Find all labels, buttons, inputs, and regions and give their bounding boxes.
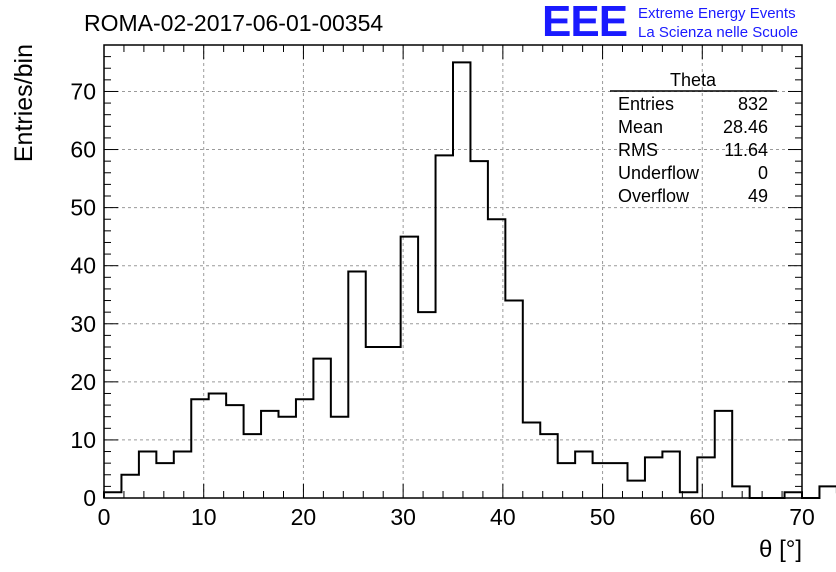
stats-box: Theta Entries 832 Mean 28.46 RMS 11.64 Underfl… (610, 70, 777, 206)
y-tick-label: 40 (70, 253, 96, 279)
histogram-line (103, 61, 836, 499)
x-tick-label: 40 (490, 504, 516, 530)
plot-frame (103, 44, 803, 499)
y-tick-label: 50 (70, 195, 96, 221)
x-tick-label: 70 (789, 504, 815, 530)
logo-line-2: La Scienza nelle Scuole (638, 24, 799, 41)
x-tick-label: 10 (191, 504, 217, 530)
y-tick-label: 20 (70, 369, 96, 395)
y-tick-labels: 0 10 20 30 40 50 60 70 (70, 78, 96, 511)
axis-ticks (103, 44, 803, 499)
stats-label: Overflow (618, 186, 690, 206)
x-tick-labels: 0 10 20 30 40 50 60 70 (98, 504, 815, 530)
x-tick-label: 50 (590, 504, 616, 530)
stats-value: 832 (738, 94, 768, 114)
x-tick-label: 30 (390, 504, 416, 530)
stats-rows: Entries 832 Mean 28.46 RMS 11.64 Underflow 0 Ove… (618, 94, 768, 206)
y-tick-label: 0 (83, 485, 96, 511)
x-tick-label: 20 (291, 504, 317, 530)
y-tick-label: 30 (70, 311, 96, 337)
stats-value: 0 (758, 163, 768, 183)
stats-title: Theta (670, 70, 717, 90)
plot-frame-rect (103, 44, 803, 499)
y-tick-label: 60 (70, 137, 96, 163)
y-tick-label: 10 (70, 427, 96, 453)
logo-line-1: Extreme Energy Events (638, 5, 796, 22)
x-tick-label: 0 (98, 504, 111, 530)
stats-label: RMS (618, 140, 658, 160)
y-tick-label: 70 (70, 78, 96, 104)
stats-label: Entries (618, 94, 674, 114)
stats-label: Underflow (618, 163, 700, 183)
x-tick-label: 60 (689, 504, 715, 530)
stats-value: 28.46 (723, 117, 768, 137)
stats-value: 11.64 (724, 140, 768, 160)
y-axis-label: Entries/bin (10, 44, 38, 162)
logo-mark: EEE (542, 0, 628, 46)
stats-label: Mean (618, 117, 663, 137)
x-axis-label: θ [°] (759, 536, 802, 563)
stats-value: 49 (748, 186, 768, 206)
chart-title: ROMA-02-2017-06-01-00354 (84, 10, 384, 36)
